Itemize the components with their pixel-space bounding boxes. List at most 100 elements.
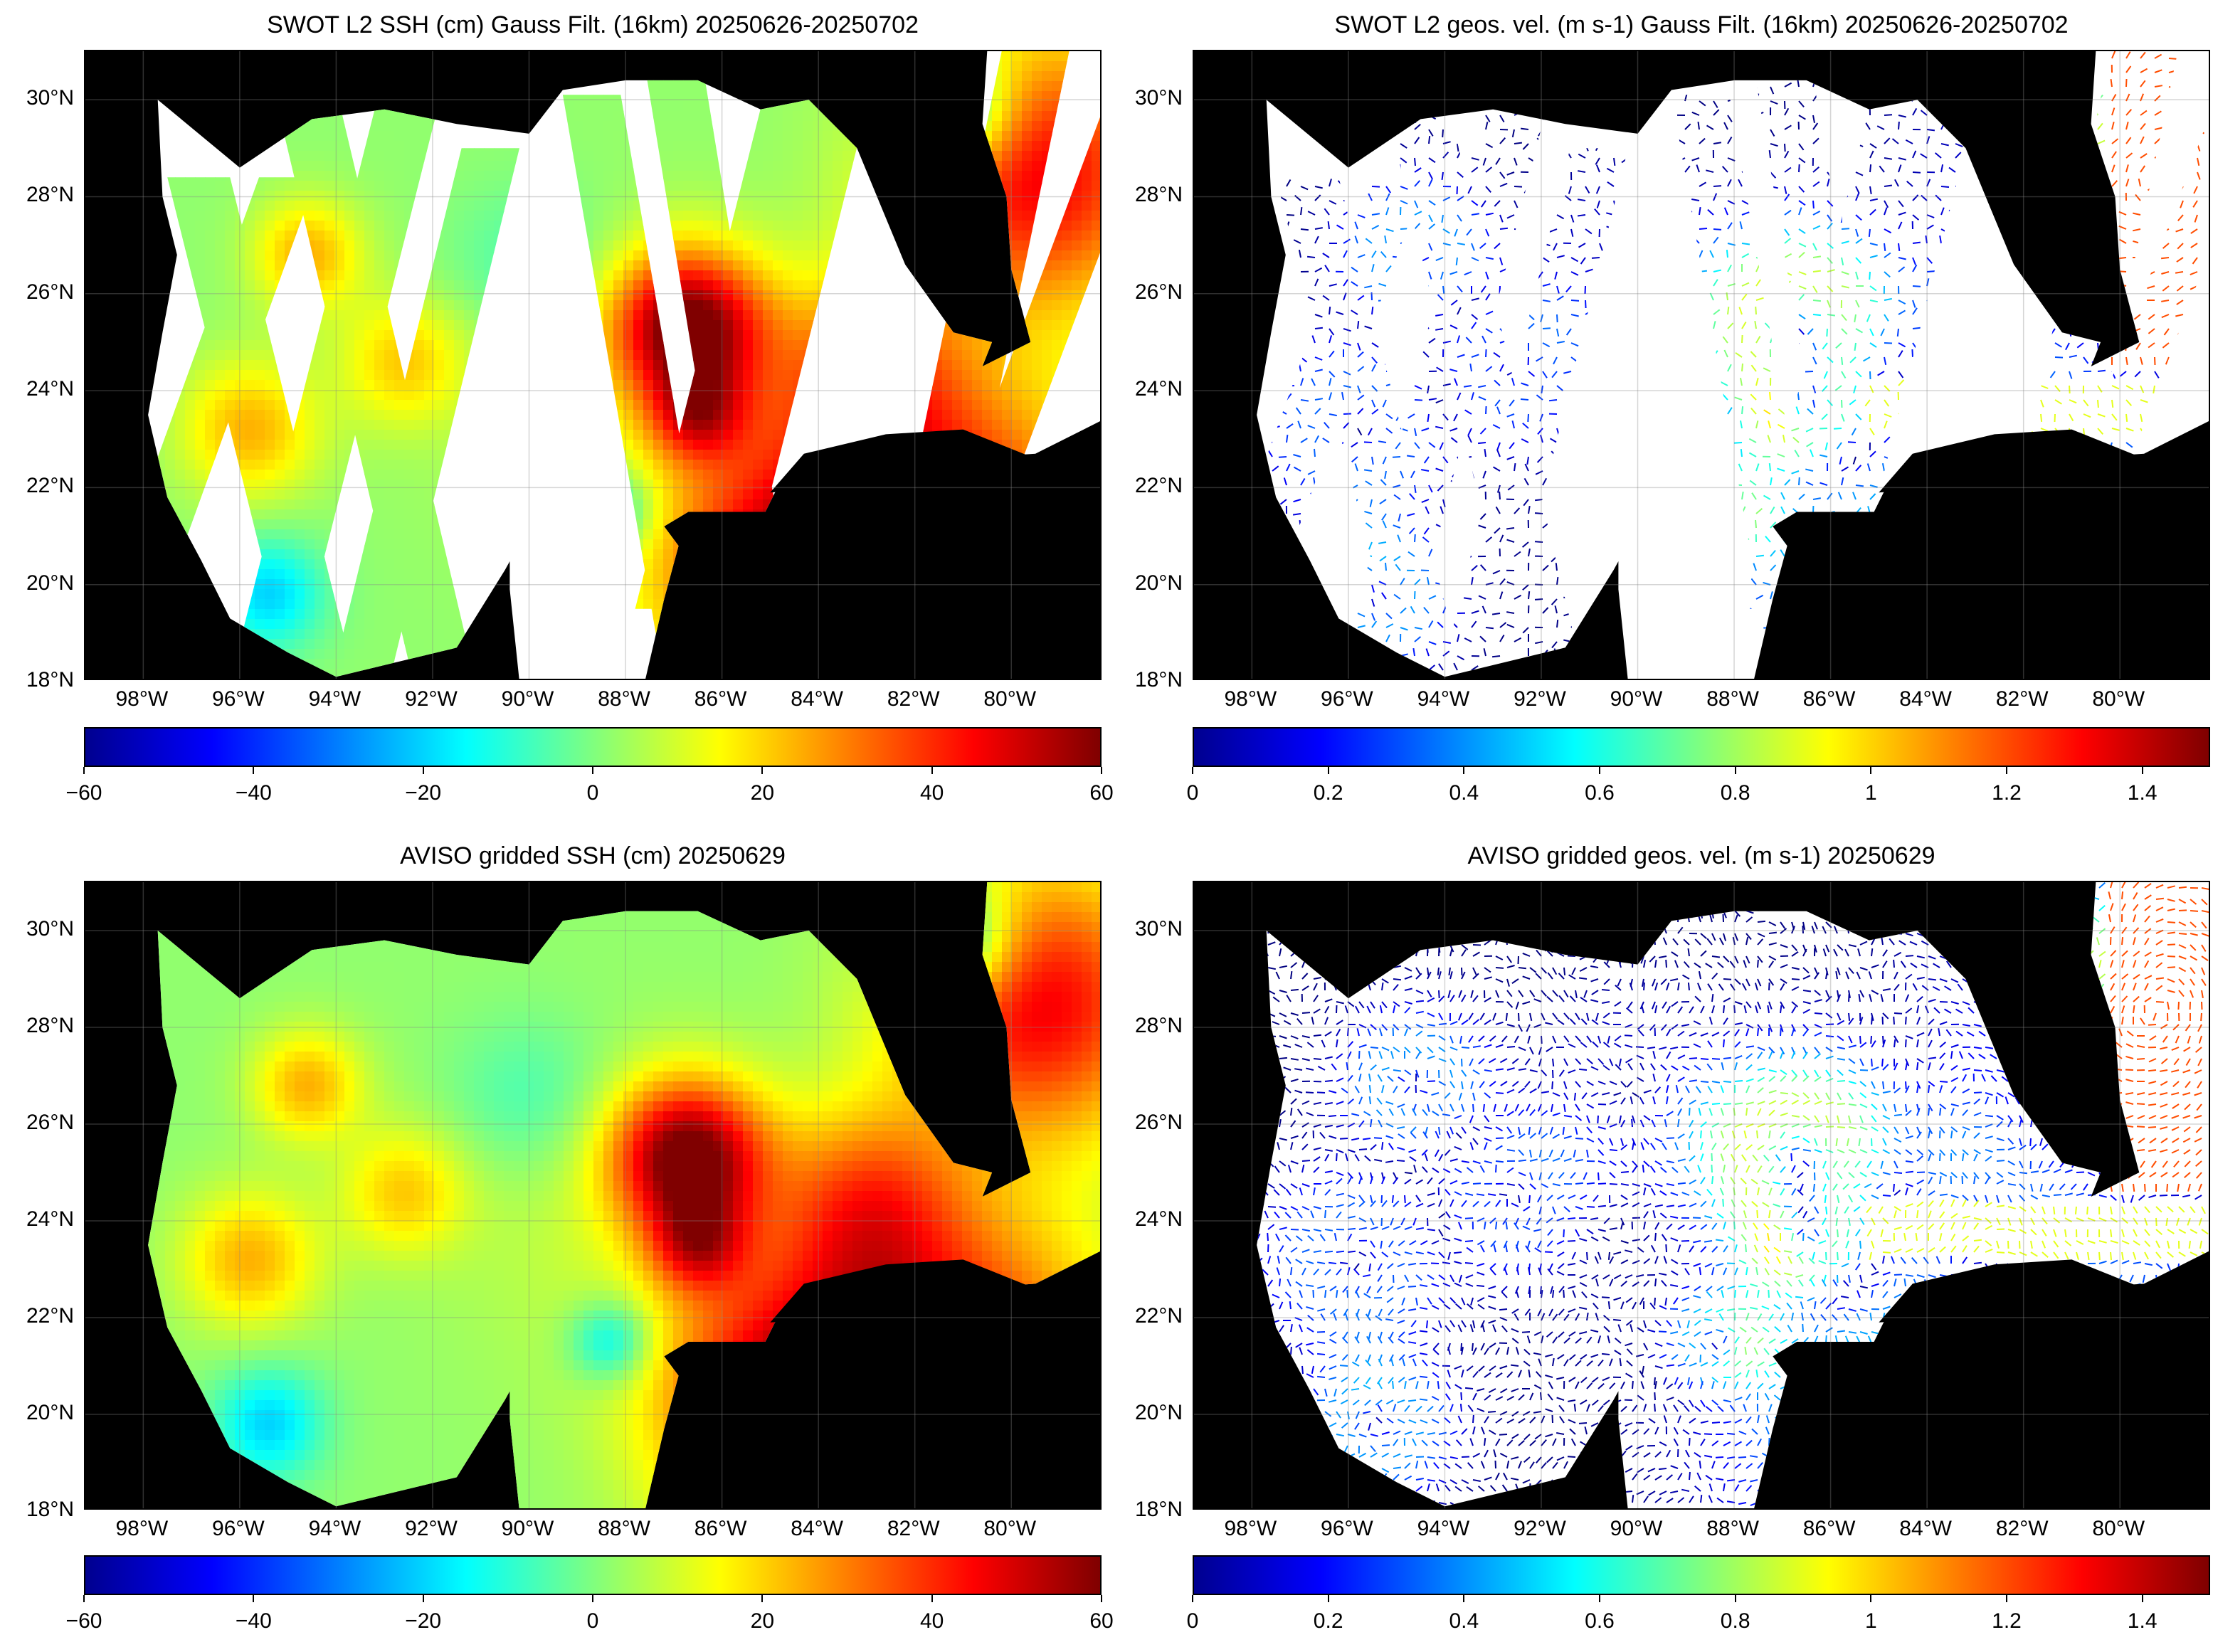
cuba-landmass [1879,429,2209,507]
colorbar-tick-label: 0.4 [1421,781,1506,805]
lat-label: 24°N [1104,1207,1183,1232]
lon-label: 84°W [778,1517,856,1541]
cuba-landmass [770,429,1100,507]
colorbar-tick-label: −60 [41,781,127,805]
lon-label: 94°W [295,1517,374,1541]
lat-label: 30°N [0,86,74,110]
colorbar-tick-label: 20 [719,1609,805,1634]
lon-label: 92°W [1501,687,1579,711]
colorbar-tick-label: 40 [889,1609,975,1634]
colorbar-tick [2141,1595,2143,1602]
panel-title: AVISO gridded geos. vel. (m s-1) 2025062… [1193,842,2210,870]
lon-label: 90°W [489,1517,567,1541]
lon-label: 86°W [682,687,760,711]
colorbar-tick-label: 0.8 [1693,1609,1778,1634]
lat-label: 30°N [1104,86,1183,110]
colorbar-tick [931,767,933,774]
colorbar-tick-label: 60 [1059,1609,1144,1634]
colorbar-tick [2006,767,2007,774]
lat-label: 20°N [0,571,74,595]
colorbar-tick-label: 0 [1150,781,1235,805]
colorbar-tick [761,1595,764,1602]
lon-label: 96°W [199,1517,278,1541]
graticule [85,51,1100,679]
lon-label: 96°W [1308,687,1386,711]
lon-label: 98°W [102,1517,181,1541]
colorbar-tick [422,767,424,774]
colorbar-tick-label: 20 [719,781,805,805]
colorbar-tick [1101,1595,1102,1602]
lat-label: 28°N [1104,183,1183,207]
lon-label: 84°W [778,687,856,711]
lon-label: 88°W [585,1517,663,1541]
map-swot-vel [1193,50,2210,680]
colorbar-tick-label: −20 [381,781,466,805]
colorbar-tick-label: 0.6 [1557,1609,1642,1634]
lon-label: 84°W [1886,1517,1965,1541]
lat-label: 20°N [1104,1401,1183,1425]
colorbar-tick-label: −60 [41,1609,127,1634]
lat-label: 28°N [1104,1014,1183,1038]
colorbar-tick-label: 0 [550,781,635,805]
lon-label: 92°W [392,687,470,711]
lon-label: 86°W [682,1517,760,1541]
panel-title: SWOT L2 SSH (cm) Gauss Filt. (16km) 2025… [84,11,1102,39]
lon-label: 92°W [392,1517,470,1541]
colorbar-tick [592,1595,593,1602]
colorbar-tick-label: 0.8 [1693,781,1778,805]
colorbar-tick [592,767,593,774]
colorbar-tick [761,767,764,774]
colorbar-tick [1101,767,1102,774]
lon-label: 82°W [875,1517,953,1541]
colorbar-tick [1327,1595,1329,1602]
graticule [1194,882,2209,1508]
lon-label: 96°W [199,687,278,711]
lat-label: 26°N [0,280,74,305]
cuba-landmass [1879,1259,2209,1337]
colorbar-tick [2141,767,2143,774]
colorbar-tick-label: 0.2 [1286,1609,1371,1634]
lat-label: 26°N [1104,1111,1183,1135]
graticule [85,882,1100,1508]
lon-label: 86°W [1790,1517,1869,1541]
map-canvas [1194,882,2209,1508]
colorbar [84,727,1102,767]
lon-label: 94°W [1404,687,1482,711]
lon-label: 96°W [1308,1517,1386,1541]
lat-label: 24°N [0,1207,74,1232]
colorbar-tick [1734,767,1736,774]
lat-label: 28°N [0,183,74,207]
colorbar-tick-label: 0.2 [1286,781,1371,805]
ocean-area [1257,51,2209,679]
lon-label: 86°W [1790,687,1869,711]
colorbar-tick [83,1595,85,1602]
lat-label: 22°N [0,1304,74,1328]
lon-label: 90°W [489,687,567,711]
lon-label: 88°W [1694,1517,1772,1541]
lat-label: 18°N [1104,668,1183,692]
lon-label: 82°W [875,687,953,711]
colorbar-tick [253,767,255,774]
colorbar-tick-label: 1 [1828,781,1913,805]
lat-label: 22°N [1104,474,1183,498]
lat-label: 20°N [0,1401,74,1425]
colorbar-tick [422,1595,424,1602]
colorbar-tick-label: 1.4 [2100,781,2185,805]
colorbar-tick-label: −20 [381,1609,466,1634]
colorbar-tick-label: 1.4 [2100,1609,2185,1634]
colorbar-tick [1463,1595,1465,1602]
colorbar-tick [1192,1595,1193,1602]
lon-label: 82°W [1983,687,2061,711]
lon-label: 84°W [1886,687,1965,711]
lon-label: 88°W [585,687,663,711]
lat-label: 18°N [1104,1498,1183,1522]
colorbar-tick-label: 0.6 [1557,781,1642,805]
colorbar-tick-label: 1 [1828,1609,1913,1634]
colorbar-tick [253,1595,255,1602]
lat-label: 18°N [0,668,74,692]
lon-label: 94°W [1404,1517,1482,1541]
lat-label: 26°N [0,1111,74,1135]
colorbar-tick [1327,767,1329,774]
lat-label: 22°N [0,474,74,498]
colorbar-tick [2006,1595,2007,1602]
